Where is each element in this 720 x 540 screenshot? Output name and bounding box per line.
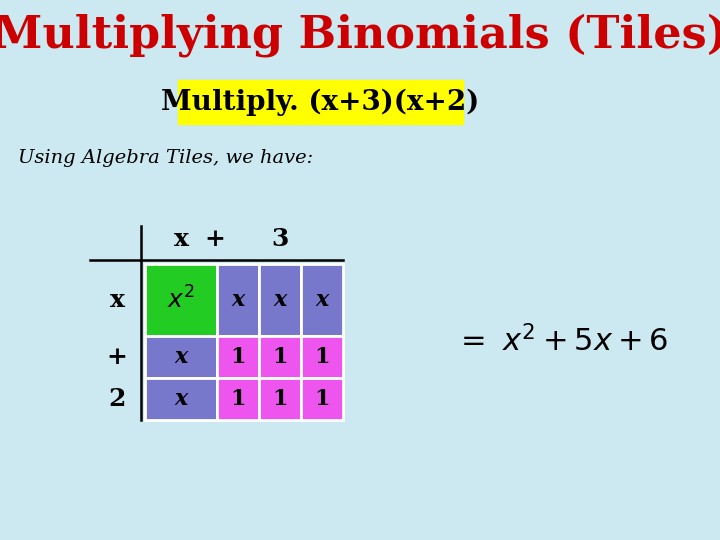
- Bar: [301, 378, 343, 420]
- Text: Using Algebra Tiles, we have:: Using Algebra Tiles, we have:: [18, 149, 313, 167]
- Text: x: x: [274, 289, 287, 311]
- Bar: [259, 264, 301, 336]
- Text: Multiply. (x+3)(x+2): Multiply. (x+3)(x+2): [161, 89, 479, 116]
- Bar: [217, 378, 259, 420]
- Bar: [301, 264, 343, 336]
- Text: 1: 1: [314, 388, 330, 410]
- Bar: [145, 378, 217, 420]
- Text: x: x: [174, 227, 189, 251]
- Text: 1: 1: [314, 346, 330, 368]
- Text: 1: 1: [230, 388, 246, 410]
- Text: $= \ x^2 + 5x + 6$: $= \ x^2 + 5x + 6$: [455, 326, 668, 358]
- Text: 2: 2: [108, 387, 126, 411]
- Bar: [145, 264, 217, 336]
- Text: +: +: [107, 345, 127, 369]
- Text: 1: 1: [272, 346, 288, 368]
- Text: Multiplying Binomials (Tiles): Multiplying Binomials (Tiles): [0, 13, 720, 57]
- Bar: [145, 336, 217, 378]
- Text: x: x: [174, 388, 188, 410]
- Bar: [217, 336, 259, 378]
- Text: x: x: [174, 346, 188, 368]
- FancyBboxPatch shape: [178, 80, 462, 124]
- Bar: [301, 336, 343, 378]
- Text: $x^2$: $x^2$: [167, 286, 195, 314]
- Bar: [259, 336, 301, 378]
- Text: x: x: [315, 289, 328, 311]
- Text: 1: 1: [230, 346, 246, 368]
- Bar: [259, 378, 301, 420]
- Text: 3: 3: [271, 227, 289, 251]
- Bar: [217, 264, 259, 336]
- Text: x: x: [231, 289, 245, 311]
- Text: x: x: [109, 288, 125, 312]
- Text: +: +: [204, 227, 225, 251]
- Text: 1: 1: [272, 388, 288, 410]
